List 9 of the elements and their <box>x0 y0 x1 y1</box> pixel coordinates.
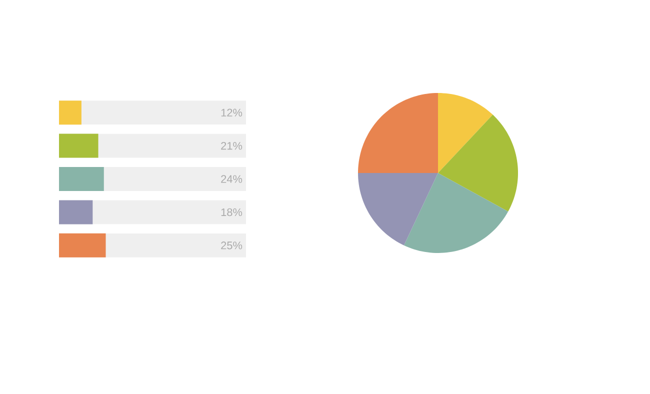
data-label: 24% <box>221 175 242 183</box>
data-label: 21% <box>221 142 242 150</box>
bar <box>59 134 98 158</box>
bar <box>59 200 93 224</box>
bar <box>59 100 82 125</box>
data-label: 18% <box>221 208 242 216</box>
data-label: 25% <box>221 242 242 250</box>
bar <box>59 167 104 192</box>
data-label: 12% <box>221 108 242 116</box>
